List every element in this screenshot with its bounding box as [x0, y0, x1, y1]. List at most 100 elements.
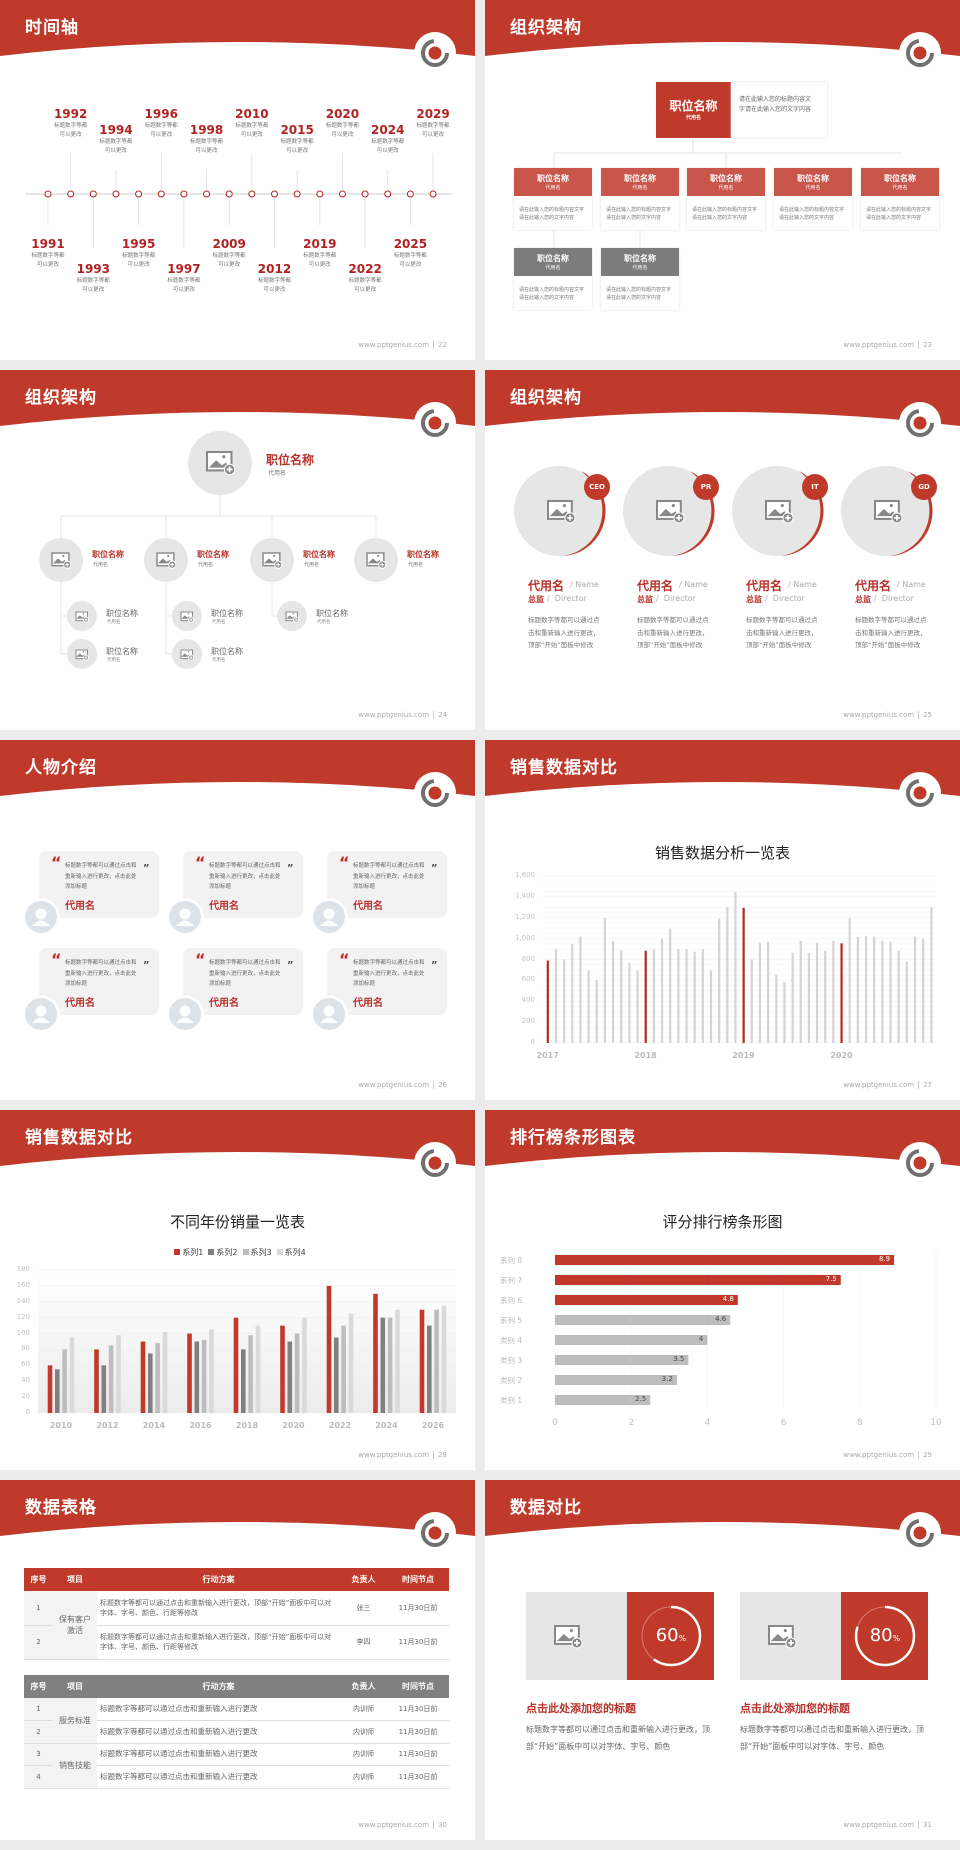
project-cell: 销售技能	[53, 1743, 97, 1789]
position-subtitle: 代用名	[212, 620, 226, 625]
timeline-dot	[361, 190, 369, 198]
series-bar	[187, 1333, 192, 1413]
shape	[167, 554, 170, 558]
position-subtitle: 代用名	[107, 620, 121, 625]
footer-site: www.pptgenius.com	[843, 341, 915, 349]
quote-open-icon: “	[195, 950, 206, 969]
x-tick-label: 2016	[189, 1421, 212, 1430]
header-band	[0, 370, 475, 426]
footer-site: www.pptgenius.com	[358, 1451, 430, 1459]
series-bar	[280, 1325, 285, 1413]
series-bar	[255, 1325, 261, 1413]
quote-card	[183, 948, 303, 1015]
image-placeholder-icon	[765, 499, 794, 524]
footer-divider	[433, 341, 435, 349]
sales-bar	[587, 970, 590, 1043]
x-tick-label: 10	[930, 1418, 942, 1428]
sales-bar	[571, 943, 574, 1043]
position-title: 职位名称	[537, 254, 569, 263]
shape	[368, 558, 382, 564]
footer-site: www.pptgenius.com	[843, 1821, 915, 1829]
series-bar	[108, 1345, 114, 1413]
x-tick-label: 0	[552, 1418, 558, 1428]
slide-title: 数据表格	[25, 1498, 97, 1518]
chart-legend: 系列1 系列2 系列3 系列4	[0, 1247, 475, 1258]
legend-label: 系列3	[250, 1248, 272, 1257]
sales-bar	[791, 952, 794, 1043]
position-title: 职位名称	[797, 174, 829, 183]
quote-card	[327, 948, 447, 1015]
timeline-year: 2010	[235, 107, 269, 121]
shape	[428, 1156, 442, 1170]
series-bar	[201, 1339, 207, 1413]
position-subtitle: 代用名	[545, 185, 561, 191]
series-bar	[334, 1337, 339, 1413]
timeline-text: 可以更改	[308, 262, 331, 268]
timeline-text: 可以更改	[172, 287, 195, 293]
timeline-text: 标题数字等都	[54, 123, 88, 129]
series-bar	[373, 1293, 378, 1413]
x-tick-label: 2024	[375, 1421, 398, 1430]
sales-bar	[701, 949, 704, 1043]
project-cell: 服务标准	[53, 1698, 97, 1744]
shape	[428, 46, 442, 60]
series-bar	[47, 1365, 53, 1413]
timeline-year: 1991	[31, 237, 65, 251]
header-band	[485, 370, 960, 426]
slide-title: 人物介绍	[25, 758, 97, 778]
timeline-year: 2025	[393, 237, 428, 251]
x-tick-label: 2018	[634, 1051, 657, 1060]
table-header-row: 序号 项目 行动方案 负责人 时间节点	[24, 1675, 449, 1698]
shape	[189, 617, 193, 621]
shape	[176, 1017, 194, 1023]
plot-area	[38, 1270, 456, 1413]
member-role: 总监	[637, 595, 653, 604]
footer-site: www.pptgenius.com	[358, 341, 430, 349]
shape	[320, 920, 338, 926]
position-card-header	[514, 168, 592, 196]
page-number: 22	[438, 341, 447, 349]
slide-title: 组织架构	[510, 388, 582, 408]
member-name-en: / Name	[897, 580, 926, 589]
timeline-year: 2012	[257, 262, 292, 276]
shape	[179, 1005, 191, 1017]
footer-site: www.pptgenius.com	[358, 1821, 430, 1829]
action-plan-table: 序号 项目 行动方案 负责人 时间节点 1 保有客户激活 标题数字等都可以通过点击和重新输入进…	[24, 1568, 449, 1660]
timeline-year: 2024	[371, 123, 405, 137]
series-bar	[140, 1341, 146, 1413]
legend-swatch	[276, 1249, 283, 1255]
row-number: 3	[24, 1743, 53, 1766]
sales-bar	[930, 907, 933, 1043]
image-placeholder-icon	[554, 1624, 583, 1649]
legend-label: 系列2	[216, 1248, 238, 1257]
image-placeholder-icon	[75, 649, 90, 661]
timeline-year: 1992	[53, 107, 88, 121]
sales-bar	[636, 970, 639, 1043]
header-background	[485, 1110, 960, 1166]
table-row: 2 标题数字等都可以通过点击和重新输入进行更改 内训师 11月30日前	[24, 1720, 449, 1744]
quote-open-icon: “	[339, 853, 350, 872]
slide-table: 数据表格 www.pptgenius.com 30 序号 项目 行动方案 负责人 时间节点 1 保…	[0, 1480, 475, 1840]
shape	[76, 652, 86, 657]
chart-title: 销售数据分析一览表	[654, 844, 790, 862]
user-avatar-icon	[25, 998, 57, 1030]
category-label: 类别 1	[500, 1396, 523, 1405]
sales-bar	[652, 949, 655, 1043]
sales-bar	[726, 907, 729, 1043]
member-role: 总监	[528, 595, 544, 604]
table-body: 序号 项目 行动方案 负责人 时间节点 1 保有客户激活 标题数字等都可以通过点击和重新输入进…	[24, 1568, 449, 1660]
position-subtitle: 代用名	[892, 185, 908, 191]
table-header-row: 序号 项目 行动方案 负责人 时间节点	[24, 1568, 449, 1591]
y-tick-label: 1,400	[514, 891, 535, 900]
slide-title: 销售数据对比	[25, 1128, 133, 1148]
timeline-text: 标题数字等都	[167, 278, 201, 284]
category-label: 系列 6	[500, 1296, 523, 1305]
chart-title: 评分排行榜条形图	[662, 1213, 783, 1231]
header-background	[485, 1480, 960, 1536]
row-number: 4	[24, 1765, 53, 1789]
deadline-cell: 11月30日前	[387, 1698, 449, 1721]
quote-text: 标题数字等都可以通过点击和重新输入进行更改，点击此处添加标题	[65, 863, 137, 890]
series-bar	[162, 1331, 168, 1413]
series-bar	[116, 1335, 121, 1413]
x-tick-label: 2020	[830, 1051, 853, 1060]
